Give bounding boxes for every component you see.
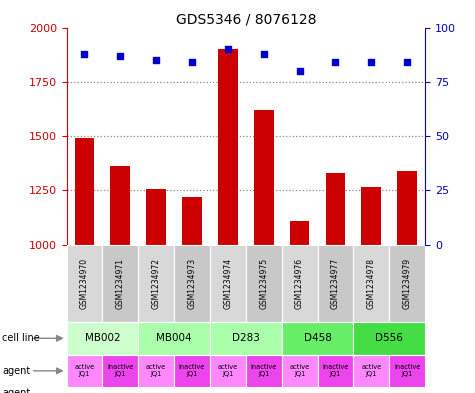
- Bar: [353, 244, 389, 322]
- Bar: [110, 166, 130, 244]
- Point: [81, 50, 88, 57]
- Bar: [174, 354, 210, 387]
- Bar: [75, 138, 95, 244]
- Bar: [103, 354, 138, 387]
- Bar: [361, 187, 381, 244]
- Bar: [353, 322, 425, 354]
- Point: [296, 68, 304, 74]
- Text: GSM1234979: GSM1234979: [403, 258, 412, 309]
- Point: [152, 57, 160, 63]
- Text: inactive
JQ1: inactive JQ1: [322, 364, 349, 377]
- Point: [188, 59, 196, 65]
- Bar: [390, 28, 425, 244]
- Text: active
JQ1: active JQ1: [218, 364, 238, 377]
- Text: GSM1234975: GSM1234975: [259, 258, 268, 309]
- Bar: [138, 354, 174, 387]
- Bar: [103, 28, 138, 244]
- Text: inactive
JQ1: inactive JQ1: [179, 364, 205, 377]
- Bar: [317, 244, 353, 322]
- Text: D458: D458: [304, 333, 332, 343]
- Text: GSM1234972: GSM1234972: [152, 258, 161, 309]
- Text: cell line: cell line: [2, 333, 40, 343]
- Bar: [210, 354, 246, 387]
- Text: active
JQ1: active JQ1: [289, 364, 310, 377]
- Text: D283: D283: [232, 333, 260, 343]
- Bar: [210, 28, 246, 244]
- Text: GSM1234976: GSM1234976: [295, 258, 304, 309]
- Bar: [103, 244, 138, 322]
- Text: GSM1234978: GSM1234978: [367, 258, 376, 309]
- Bar: [138, 322, 210, 354]
- Bar: [353, 28, 389, 244]
- Text: D556: D556: [375, 333, 403, 343]
- Point: [368, 59, 375, 65]
- Point: [224, 46, 232, 52]
- Point: [260, 50, 267, 57]
- Point: [332, 59, 339, 65]
- Bar: [397, 171, 417, 244]
- Text: GSM1234971: GSM1234971: [116, 258, 125, 309]
- Bar: [246, 28, 282, 244]
- Text: GSM1234977: GSM1234977: [331, 258, 340, 309]
- Text: GSM1234970: GSM1234970: [80, 258, 89, 309]
- Bar: [138, 244, 174, 322]
- Bar: [174, 28, 210, 244]
- Bar: [325, 173, 345, 244]
- Bar: [182, 197, 202, 244]
- Text: MB004: MB004: [156, 333, 192, 343]
- Bar: [138, 28, 174, 244]
- Text: inactive
JQ1: inactive JQ1: [107, 364, 133, 377]
- Bar: [317, 354, 353, 387]
- Point: [403, 59, 411, 65]
- Bar: [66, 28, 103, 244]
- Bar: [218, 49, 238, 244]
- Bar: [210, 244, 246, 322]
- Text: MB002: MB002: [85, 333, 120, 343]
- Bar: [66, 322, 138, 354]
- Text: active
JQ1: active JQ1: [74, 364, 95, 377]
- Bar: [282, 354, 318, 387]
- Text: GSM1234973: GSM1234973: [188, 258, 197, 309]
- Text: active
JQ1: active JQ1: [146, 364, 166, 377]
- Bar: [246, 244, 282, 322]
- Bar: [254, 110, 274, 244]
- Bar: [282, 244, 318, 322]
- Bar: [146, 189, 166, 244]
- Title: GDS5346 / 8076128: GDS5346 / 8076128: [176, 12, 316, 26]
- Text: inactive
JQ1: inactive JQ1: [394, 364, 420, 377]
- Text: agent: agent: [2, 388, 30, 393]
- Bar: [282, 28, 318, 244]
- Bar: [353, 354, 389, 387]
- Bar: [66, 244, 103, 322]
- Bar: [390, 354, 425, 387]
- Text: GSM1234974: GSM1234974: [223, 258, 232, 309]
- Bar: [290, 220, 310, 244]
- Bar: [66, 354, 103, 387]
- Bar: [390, 244, 425, 322]
- Text: active
JQ1: active JQ1: [361, 364, 381, 377]
- Point: [116, 53, 124, 59]
- Text: agent: agent: [2, 366, 30, 376]
- Bar: [317, 28, 353, 244]
- Bar: [174, 244, 210, 322]
- Bar: [282, 322, 353, 354]
- Bar: [246, 354, 282, 387]
- Text: inactive
JQ1: inactive JQ1: [250, 364, 277, 377]
- Bar: [210, 322, 282, 354]
